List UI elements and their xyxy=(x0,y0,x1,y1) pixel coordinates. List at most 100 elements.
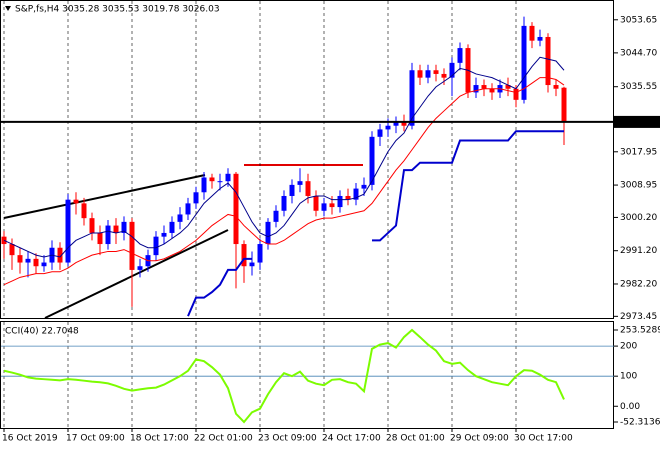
candle-body xyxy=(73,199,79,204)
candle-body xyxy=(537,36,543,41)
menu-triangle xyxy=(5,6,11,11)
candle-body xyxy=(161,232,167,237)
cci-line xyxy=(3,328,565,424)
candle-body xyxy=(281,195,287,211)
candle-body xyxy=(313,195,319,211)
indicator-title: CCI(40) 22.7048 xyxy=(5,327,79,337)
candle-body xyxy=(97,232,103,245)
indicator-line xyxy=(3,56,565,258)
x-tick-label: 24 Oct 17:00 xyxy=(322,434,381,444)
x-tick-label: 30 Oct 17:00 xyxy=(514,434,573,444)
candle-body xyxy=(201,177,207,193)
candle-body xyxy=(17,255,23,263)
candle-body xyxy=(249,262,255,267)
candle-body xyxy=(329,203,335,208)
x-tick-label: 28 Oct 01:00 xyxy=(386,434,445,444)
candle-body xyxy=(297,181,303,185)
candle-body xyxy=(241,244,247,267)
candle-body xyxy=(473,85,479,93)
candle-body xyxy=(81,203,87,219)
candle-body xyxy=(409,70,415,126)
candle-body xyxy=(529,25,535,41)
candle-body xyxy=(377,129,383,137)
candle-body xyxy=(489,88,495,93)
y-tick-label: 3035.55 xyxy=(620,82,657,92)
y-tick-label: 200 xyxy=(620,342,637,352)
candle-body xyxy=(193,192,199,204)
candle-body xyxy=(353,188,359,200)
candle-body xyxy=(457,48,463,63)
candle-body xyxy=(425,70,431,78)
candle-body xyxy=(113,225,119,233)
y-tick-label: 0.00 xyxy=(620,402,640,412)
y-tick-label: 2982.20 xyxy=(620,279,657,289)
trend-line xyxy=(44,229,229,319)
candle-body xyxy=(265,221,271,245)
x-tick-label: 18 Oct 17:00 xyxy=(130,434,189,444)
candle-body xyxy=(185,203,191,215)
indicator-line xyxy=(3,77,565,286)
candle-body xyxy=(89,218,95,233)
candle-body xyxy=(305,181,311,196)
candle-body xyxy=(105,225,111,245)
candle-body xyxy=(361,184,367,189)
candle-body xyxy=(345,195,351,200)
candle-body xyxy=(129,221,135,270)
candle-body xyxy=(513,88,519,100)
x-tick-label: 23 Oct 09:00 xyxy=(258,434,317,444)
indicator-line xyxy=(187,130,564,317)
candle-body xyxy=(41,262,47,267)
candle-body xyxy=(561,87,567,122)
candle-body xyxy=(481,85,487,89)
candle-body xyxy=(217,181,223,183)
y-tick-label: 100 xyxy=(620,372,637,382)
candle-body xyxy=(177,214,183,222)
y-tick-label: 2973.45 xyxy=(620,312,657,322)
candle-body xyxy=(233,173,239,245)
candle-body xyxy=(169,221,175,233)
candle-body xyxy=(1,236,7,245)
x-tick-label: 17 Oct 09:00 xyxy=(66,434,125,444)
candle-body xyxy=(257,244,263,263)
candle-body xyxy=(449,62,455,78)
candle-body xyxy=(545,36,551,86)
candle-body xyxy=(137,266,143,270)
candle-body xyxy=(153,236,159,256)
candle-body xyxy=(225,173,231,182)
last-price-box xyxy=(614,115,660,128)
y-tick-label: 3008.95 xyxy=(620,181,657,191)
last-price-label: 3026.03 xyxy=(618,117,655,127)
y-tick-label: 2991.20 xyxy=(620,246,657,256)
candle-body xyxy=(393,122,399,126)
candle-body xyxy=(505,85,511,89)
x-tick-label: 16 Oct 2019 xyxy=(2,434,58,444)
candle-body xyxy=(289,184,295,196)
x-tick-label: 22 Oct 01:00 xyxy=(194,434,253,444)
candle-body xyxy=(273,210,279,222)
candle-body xyxy=(321,203,327,211)
candle-body xyxy=(417,70,423,78)
candle-body xyxy=(25,258,31,263)
candle-body xyxy=(521,25,527,100)
trend-line xyxy=(3,174,206,219)
candle-body xyxy=(57,247,63,263)
candle-body xyxy=(401,122,407,126)
cci-panel-frame xyxy=(0,321,614,429)
y-tick-label: 3044.70 xyxy=(620,48,657,58)
chart-title: S&P,fs,H4 3035.28 3035.53 3019.78 3026.0… xyxy=(15,5,220,15)
y-tick-label: -52.3136 xyxy=(620,418,660,428)
candle-body xyxy=(209,177,215,182)
candle-body xyxy=(369,136,375,185)
x-tick-label: 29 Oct 09:00 xyxy=(450,434,509,444)
candle-body xyxy=(385,125,391,130)
y-tick-label: 3017.95 xyxy=(620,147,657,157)
y-tick-label: 3000.20 xyxy=(620,213,657,223)
candle-body xyxy=(121,221,127,233)
y-tick-label: 253.5289 xyxy=(620,326,660,336)
candle-body xyxy=(33,258,39,267)
candle-body xyxy=(337,195,343,208)
y-tick-label: 3053.65 xyxy=(620,15,657,25)
candle-body xyxy=(9,244,15,256)
